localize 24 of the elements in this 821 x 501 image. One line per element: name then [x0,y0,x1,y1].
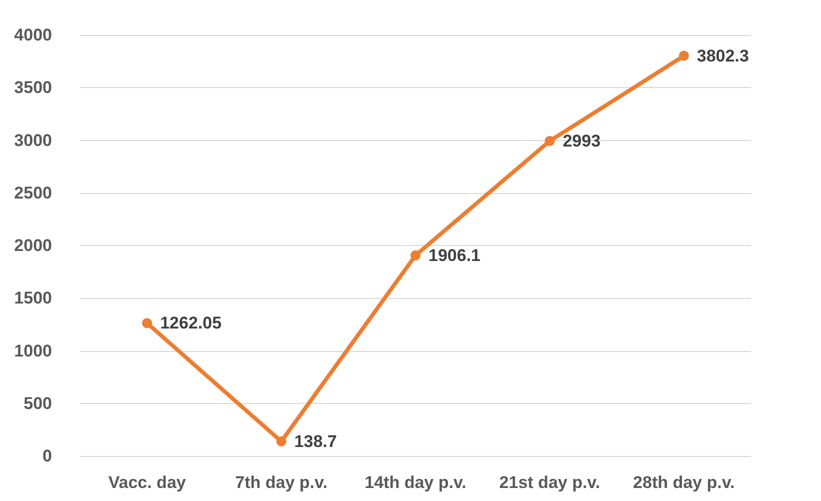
y-tick-label: 1000 [14,341,52,360]
y-tick-label: 2000 [14,236,52,255]
y-tick-label: 3500 [14,78,52,98]
data-label: 1906.1 [428,246,480,265]
x-tick-label: Vacc. day [108,473,186,492]
point [544,136,555,146]
x-tick-label: 28th day p.v. [633,473,735,492]
x-tick-label: 14th day p.v. [364,473,466,492]
y-tick-label: 0 [42,446,52,466]
point [678,50,689,61]
y-tick-label: 2500 [14,183,52,202]
point [276,436,286,446]
data-label: 3802.3 [696,46,749,66]
y-tick-label: 3000 [14,130,52,150]
x-tick-label: 7th day p.v. [235,473,328,492]
point [142,318,152,328]
data-label: 2993 [562,131,601,150]
x-tick-label: 21st day p.v. [499,473,600,492]
data-label: 138.7 [294,432,337,451]
point [410,250,420,260]
y-tick-label: 1500 [14,288,52,308]
y-tick-label: 500 [24,394,52,413]
y-tick-label: 4000 [14,26,52,44]
data-label: 1262.05 [160,314,222,333]
